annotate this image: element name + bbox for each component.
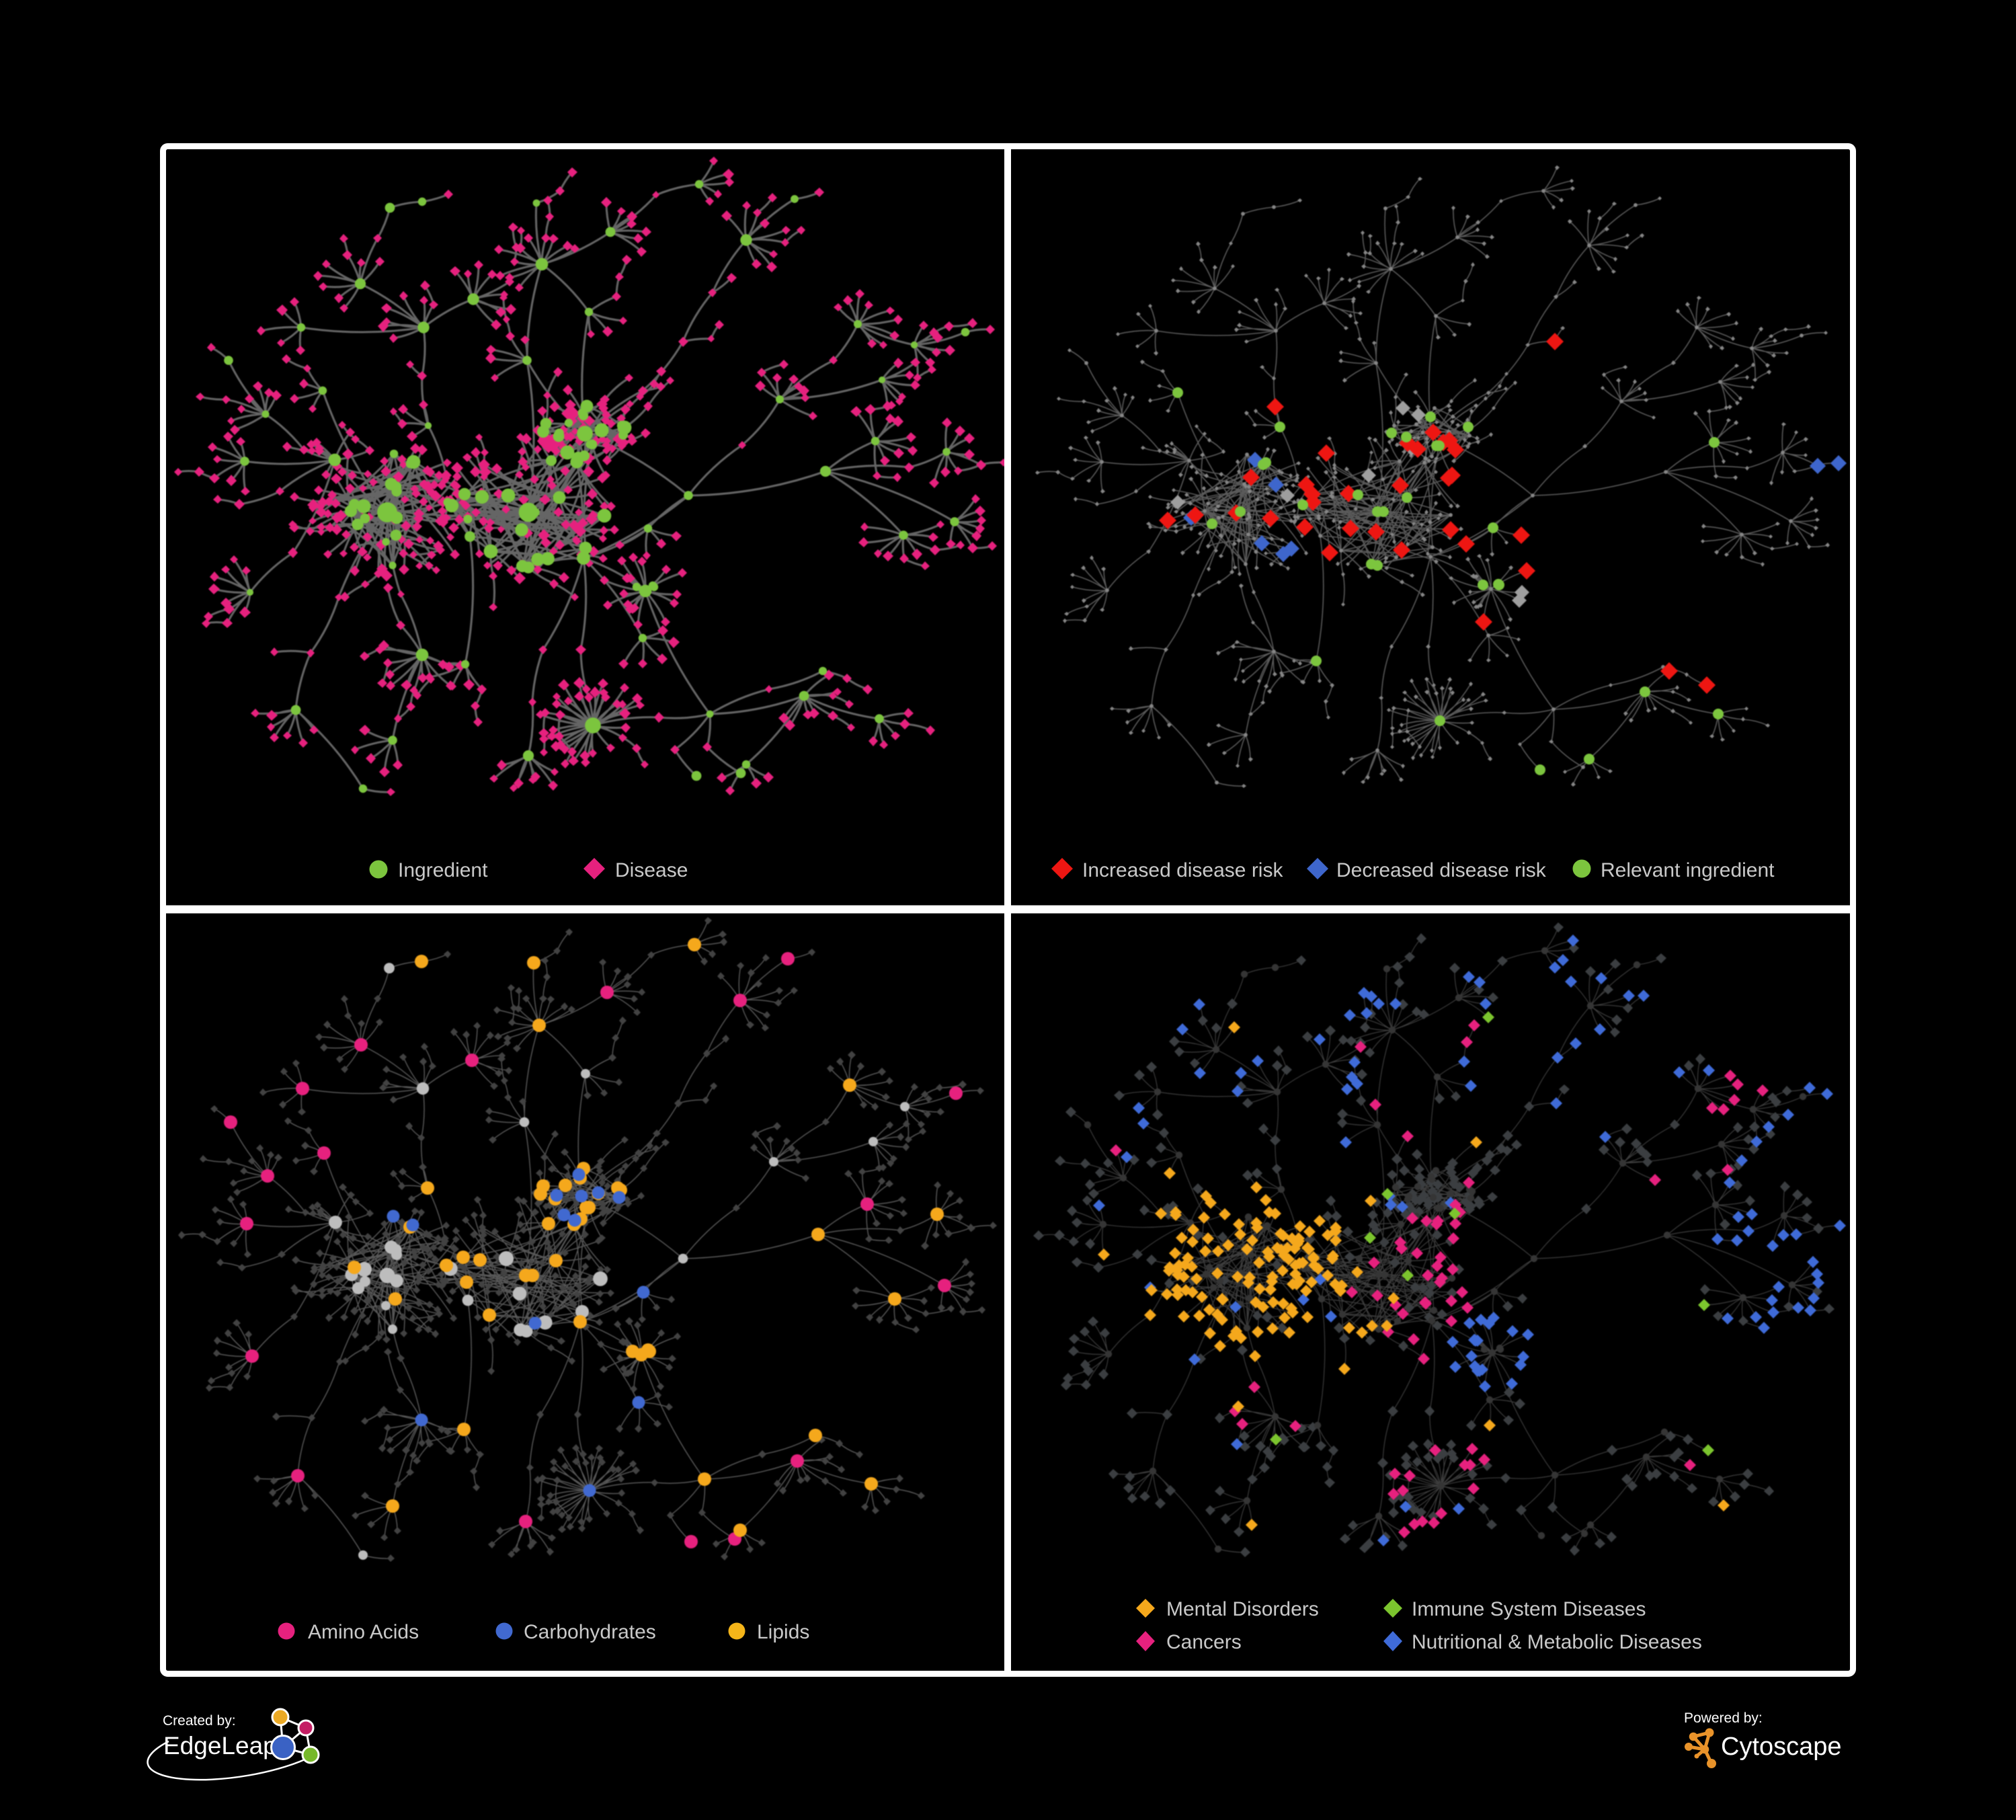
svg-text:Decreased disease risk: Decreased disease risk	[1336, 859, 1547, 881]
svg-text:Carbohydrates: Carbohydrates	[524, 1621, 656, 1643]
svg-text:Ingredient: Ingredient	[398, 859, 488, 881]
svg-text:Created by:: Created by:	[163, 1713, 236, 1729]
svg-text:Disease: Disease	[615, 859, 688, 881]
svg-text:Immune System Diseases: Immune System Diseases	[1412, 1598, 1646, 1620]
svg-text:Amino Acids: Amino Acids	[308, 1621, 419, 1643]
svg-text:Relevant ingredient: Relevant ingredient	[1601, 859, 1775, 881]
svg-text:Cytoscape: Cytoscape	[1721, 1733, 1842, 1761]
svg-text:Lipids: Lipids	[757, 1621, 809, 1643]
svg-text:Mental Disorders: Mental Disorders	[1166, 1598, 1319, 1620]
svg-text:Increased disease risk: Increased disease risk	[1082, 859, 1283, 881]
svg-text:EdgeLeap: EdgeLeap	[163, 1732, 277, 1759]
svg-text:Cancers: Cancers	[1166, 1631, 1242, 1653]
svg-text:Nutritional & Metabolic Diseas: Nutritional & Metabolic Diseases	[1412, 1631, 1702, 1653]
svg-text:Powered by:: Powered by:	[1684, 1710, 1763, 1726]
